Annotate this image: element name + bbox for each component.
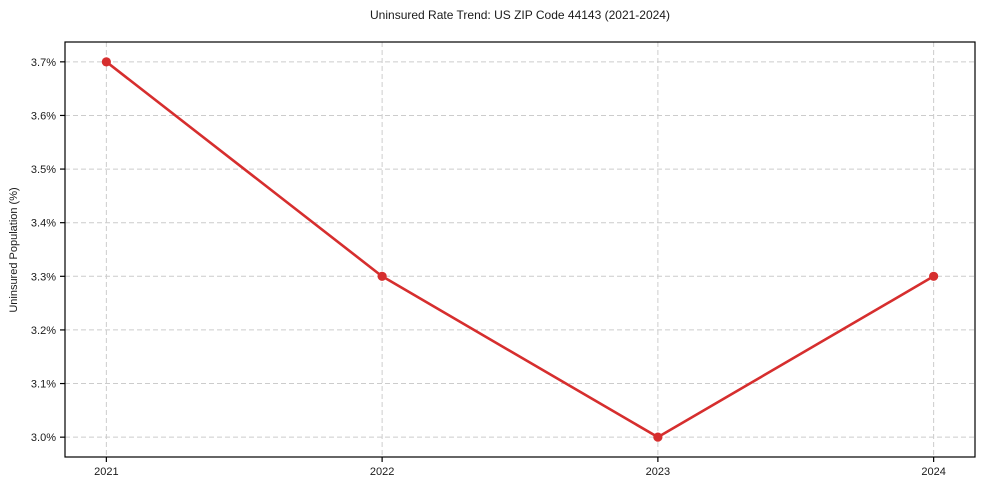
data-point-marker bbox=[377, 271, 387, 281]
y-tick-label: 3.5% bbox=[31, 164, 56, 176]
y-tick-label: 3.1% bbox=[31, 379, 56, 391]
x-tick-label: 2022 bbox=[370, 466, 394, 478]
trend-line bbox=[105, 60, 935, 439]
x-tick-label: 2024 bbox=[921, 466, 945, 478]
x-tick-label: 2021 bbox=[94, 466, 118, 478]
y-tick-label: 3.0% bbox=[31, 432, 56, 444]
chart-title: Uninsured Rate Trend: US ZIP Code 44143 … bbox=[370, 8, 670, 22]
data-point-marker bbox=[101, 57, 111, 67]
y-tick-label: 3.4% bbox=[31, 218, 56, 230]
y-tick-label: 3.6% bbox=[31, 110, 56, 122]
axes-spines bbox=[64, 41, 976, 458]
x-tick-label: 2023 bbox=[646, 466, 670, 478]
y-tick-label: 3.2% bbox=[31, 325, 56, 337]
y-tick-label: 3.7% bbox=[31, 57, 56, 69]
data-point-marker bbox=[929, 271, 939, 281]
data-point-marker bbox=[653, 432, 663, 442]
y-tick-label: 3.3% bbox=[31, 271, 56, 283]
